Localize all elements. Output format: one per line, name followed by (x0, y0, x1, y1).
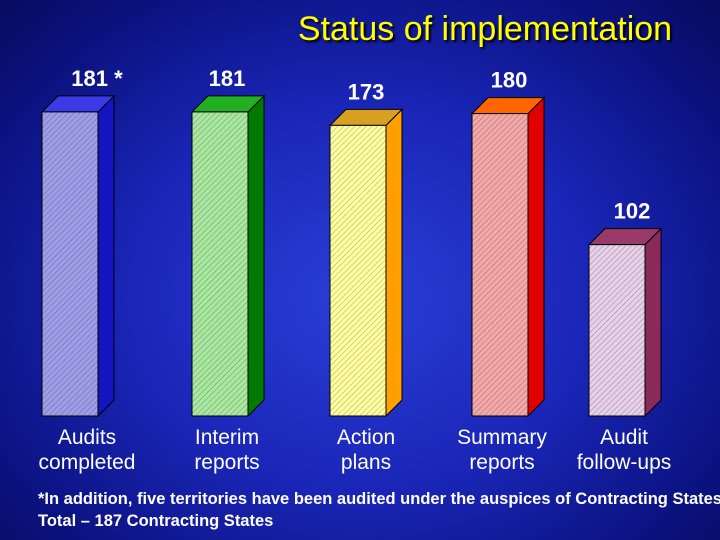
bar-5 (587, 227, 663, 418)
value-label-2: 181 (209, 66, 246, 91)
category-label-2: Interim reports (194, 426, 259, 474)
bar-hatch (589, 244, 645, 416)
bar-side-face (385, 108, 403, 418)
bar-1 (40, 94, 116, 418)
bar-hatch (330, 125, 386, 417)
category-label-5: Audit follow-ups (577, 426, 672, 474)
footnote-line-1: *In addition, five territories have been… (38, 490, 720, 508)
bar-hatch (472, 113, 528, 416)
bar-side-face (644, 227, 662, 418)
bar-hatch (192, 111, 248, 417)
footnote: *In addition, five territories have been… (38, 488, 720, 532)
category-label-1: Audits completed (39, 426, 136, 474)
value-label-1: 181 * (71, 66, 123, 91)
bar-4 (470, 96, 546, 418)
bar-hatch (42, 111, 98, 417)
bar-side-face (97, 94, 115, 418)
chart-title: Status of implementation (297, 10, 673, 48)
bar-3 (328, 108, 404, 418)
category-label-3: Action plans (337, 426, 395, 474)
category-label-4: Summary reports (457, 426, 547, 474)
bar-2 (190, 94, 266, 418)
footnote-line-2: Total – 187 Contracting States (38, 512, 274, 530)
value-label-3: 173 (348, 79, 385, 104)
bar-side-face (247, 94, 265, 418)
bar-side-face (527, 96, 545, 418)
value-label-5: 102 (614, 199, 651, 224)
value-label-4: 180 (491, 68, 528, 93)
